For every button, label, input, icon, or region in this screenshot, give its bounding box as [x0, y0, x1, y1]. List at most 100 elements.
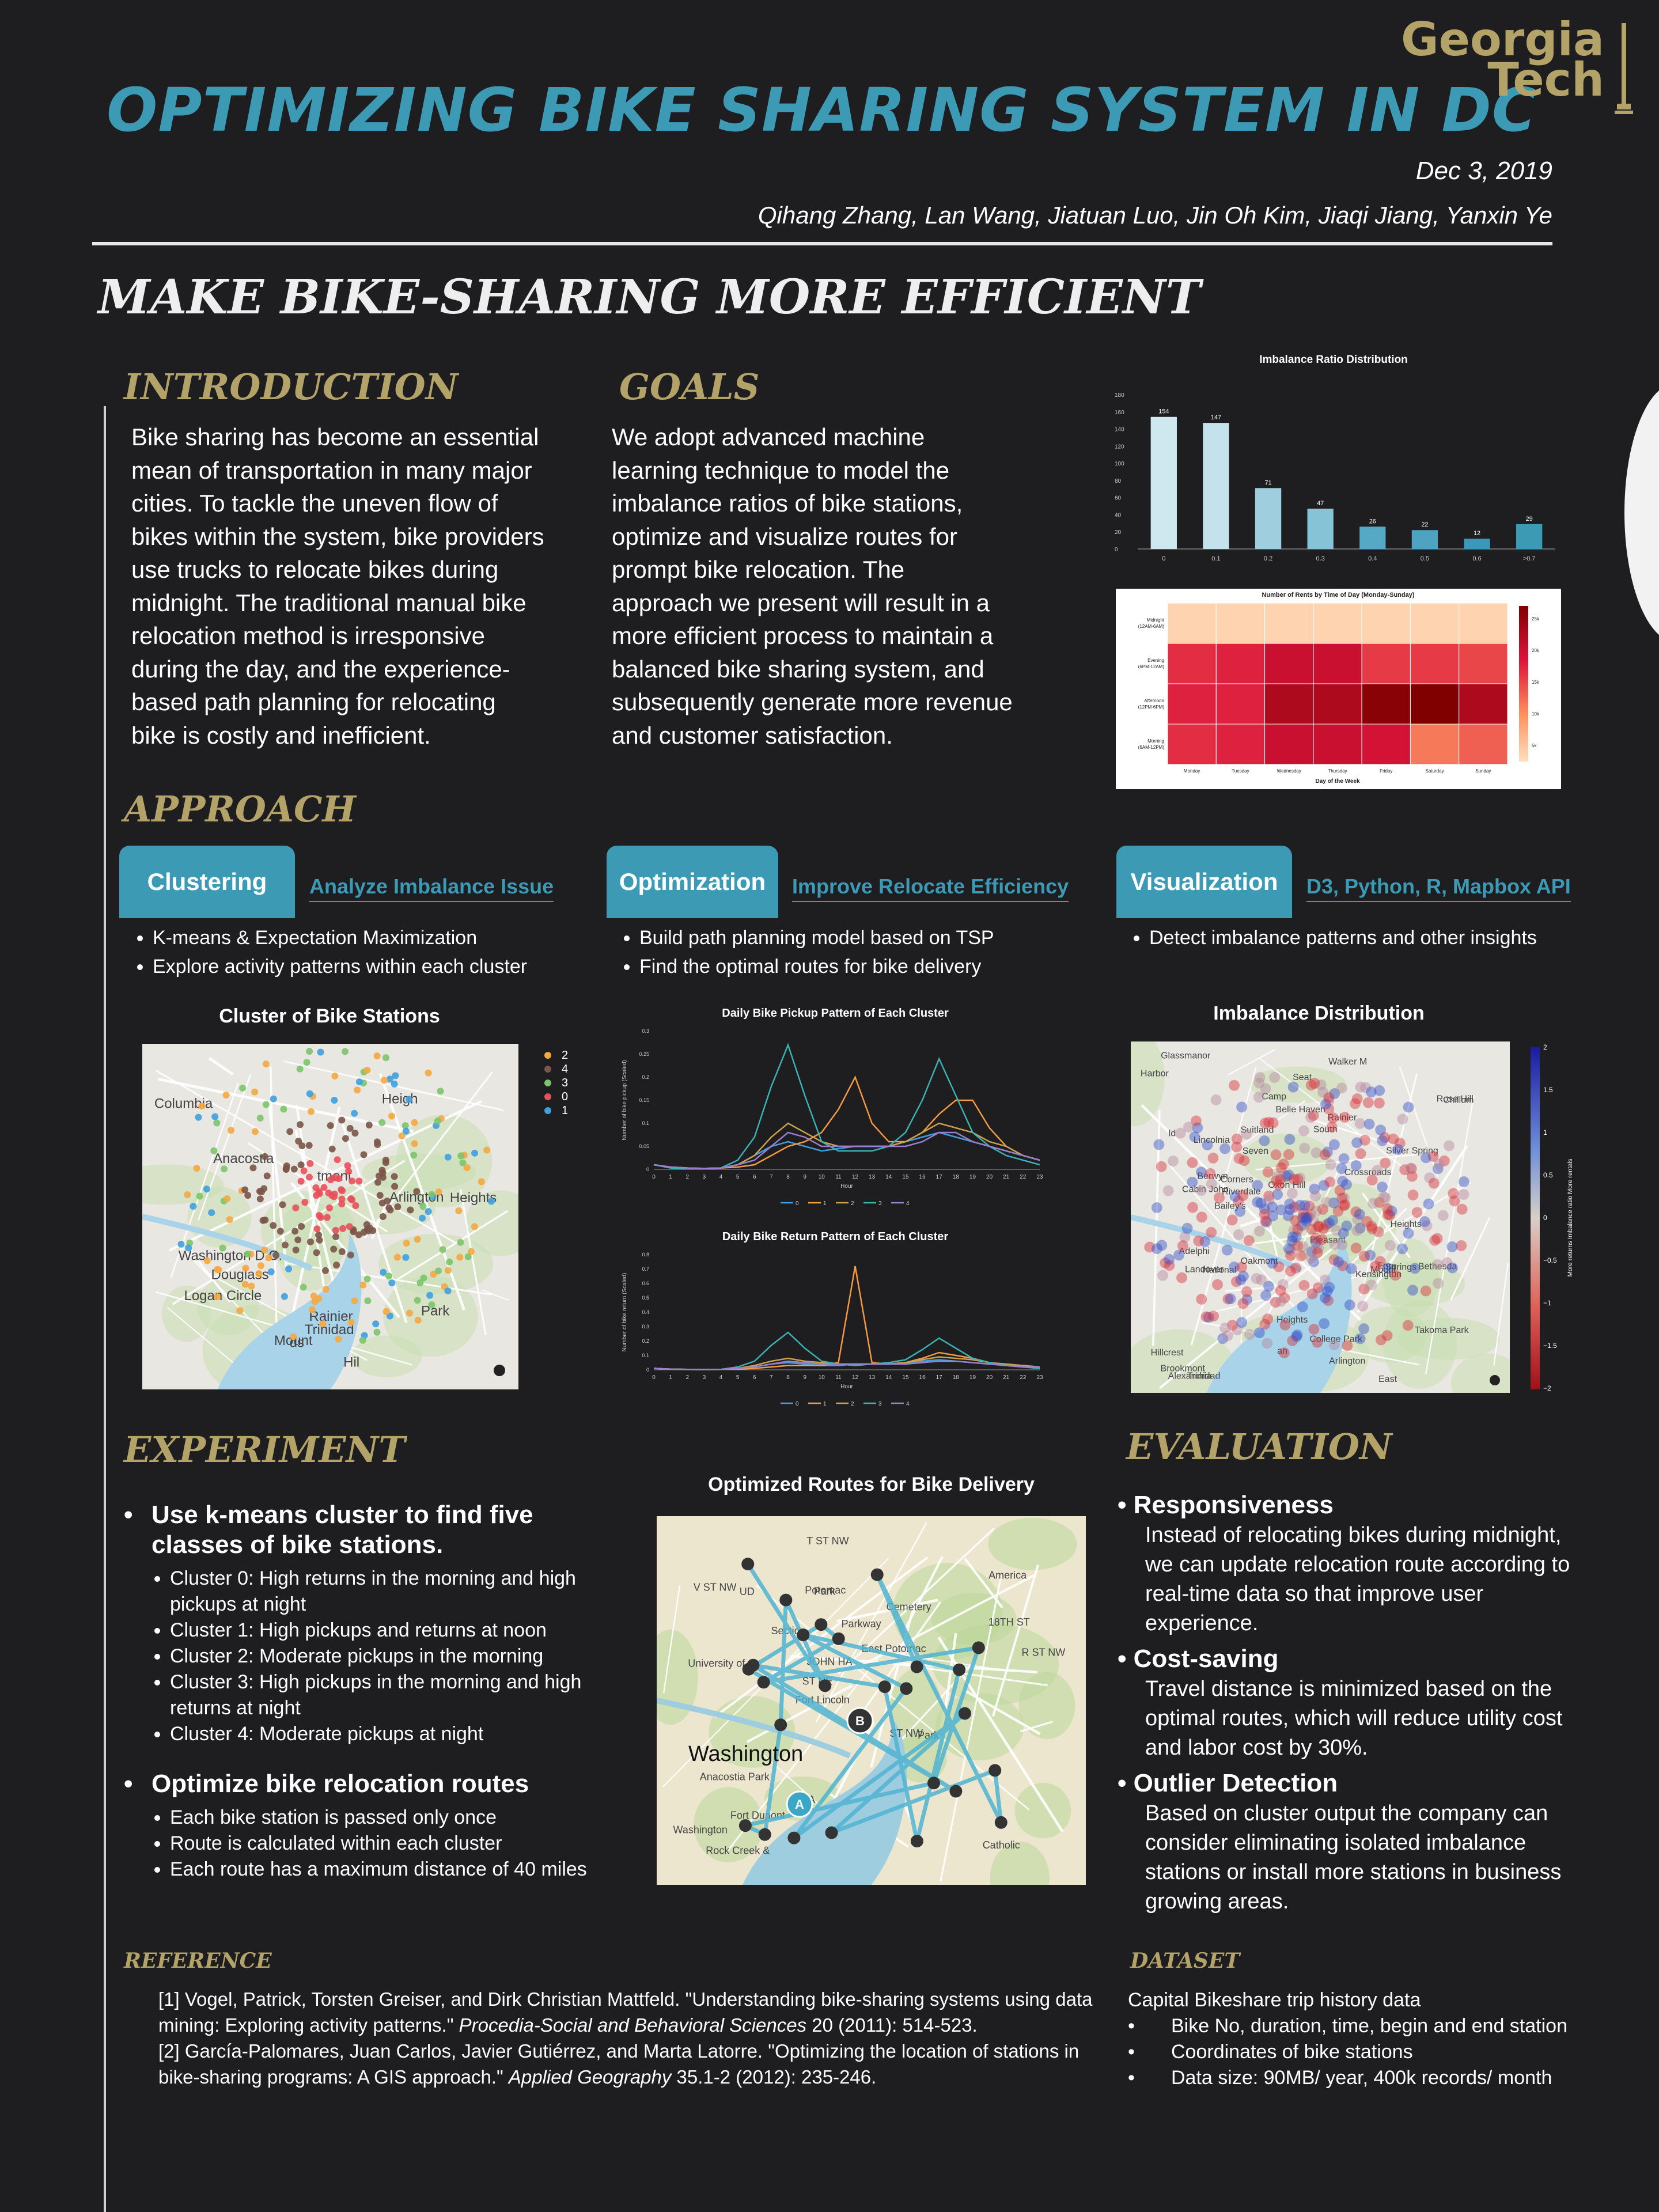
marker-pin [846, 1707, 874, 1734]
colorbar-tick: 2 [1543, 1044, 1547, 1051]
dataset-item: • Bike No, duration, time, begin and end … [1128, 2013, 1589, 2039]
station-point [1379, 1132, 1391, 1143]
station-point [1217, 1333, 1229, 1344]
station-marker [779, 1593, 793, 1607]
station-point [1187, 1157, 1198, 1168]
station-point [1252, 1196, 1263, 1208]
station-point [1380, 1192, 1391, 1203]
station-point [1354, 1222, 1366, 1234]
x-tick-label: 0.4 [1368, 555, 1377, 562]
station-point [346, 1124, 354, 1132]
station-point [1259, 1209, 1270, 1220]
station-point [1297, 1212, 1308, 1224]
station-point [1253, 1225, 1265, 1237]
station-point [1237, 1270, 1249, 1282]
approach-heading: APPROACH [124, 788, 356, 830]
station-point [321, 1267, 329, 1274]
x-tick-label: 5 [736, 1174, 740, 1180]
station-point [411, 1140, 418, 1147]
park-area [1242, 1133, 1332, 1185]
station-point [1259, 1319, 1271, 1330]
evaluation-item-text: Travel distance is minimized based on th… [1145, 1677, 1563, 1760]
road [1225, 1286, 1274, 1292]
bar-value-label: 22 [1421, 521, 1428, 528]
station-point [1297, 1301, 1308, 1313]
station-point [177, 1240, 185, 1248]
station-point [338, 1248, 346, 1255]
station-point [347, 1251, 354, 1259]
station-point [1319, 1318, 1330, 1330]
station-point [339, 1225, 347, 1232]
station-point [363, 1066, 371, 1074]
river-branch [142, 1214, 313, 1271]
tab-visualization[interactable]: Visualization [1116, 846, 1292, 918]
station-point [1298, 1279, 1310, 1291]
station-point [1407, 1285, 1418, 1296]
river-branch [1131, 1214, 1303, 1273]
station-point [1263, 1116, 1275, 1128]
cluster-map-title: Cluster of Bike Stations [219, 1005, 440, 1027]
station-point [351, 1297, 358, 1305]
station-marker [815, 1618, 828, 1631]
road [1450, 1217, 1491, 1300]
station-point [1363, 1118, 1375, 1130]
station-point [342, 1048, 349, 1055]
place-label: 18TH ST [988, 1616, 1030, 1628]
station-point [1254, 1071, 1266, 1083]
station-point [387, 1206, 394, 1214]
station-point [305, 1173, 313, 1181]
station-point [1226, 1320, 1238, 1331]
station-point [1292, 1173, 1304, 1185]
station-point [1272, 1189, 1283, 1200]
station-point [1350, 1243, 1362, 1254]
station-point [1315, 1079, 1327, 1090]
station-marker [988, 1764, 1002, 1777]
station-point [1260, 1290, 1272, 1301]
decorative-half-circle [1624, 383, 1659, 642]
station-point [335, 1175, 342, 1182]
station-marker [972, 1641, 985, 1654]
station-point [1341, 1220, 1353, 1232]
place-label: Suitland [1241, 1126, 1274, 1135]
station-point [1253, 1092, 1264, 1103]
place-label: Harbor [1141, 1069, 1169, 1078]
station-marker [797, 1628, 810, 1642]
station-marker [819, 1679, 832, 1692]
station-point [365, 1122, 373, 1129]
station-point [291, 1228, 299, 1235]
station-point [439, 1246, 446, 1253]
legend-label: 3 [878, 1200, 882, 1207]
station-point [1366, 1279, 1377, 1291]
bar-value-label: 12 [1474, 530, 1480, 537]
header-divider [92, 242, 1552, 245]
return-pattern-chart: Daily Bike Return Pattern of Each Cluste… [613, 1229, 1057, 1419]
station-point [196, 1192, 203, 1200]
station-point [1273, 1261, 1285, 1272]
heatmap-cell [1167, 724, 1217, 765]
colorbar-tick: −1 [1543, 1299, 1551, 1307]
x-tick-label: >0.7 [1523, 555, 1536, 562]
road [268, 1103, 288, 1268]
station-point [214, 1266, 221, 1273]
tab-clustering[interactable]: Clustering [119, 846, 295, 918]
station-point [1339, 1192, 1350, 1203]
station-point [1374, 1196, 1385, 1208]
station-point [331, 1097, 338, 1104]
station-point [1305, 1080, 1317, 1091]
station-point [1300, 1215, 1312, 1226]
tab-optimization[interactable]: Optimization [607, 846, 778, 918]
place-label: Mount [1370, 1265, 1396, 1275]
station-point [1241, 1128, 1252, 1140]
station-point [1432, 1259, 1444, 1270]
station-point [388, 1112, 396, 1120]
goals-heading: GOALS [619, 366, 760, 408]
station-point [298, 1222, 305, 1230]
route-rule: Each bike station is passed only once [170, 1805, 631, 1831]
chart-title: Daily Bike Pickup Pattern of Each Cluste… [722, 1007, 949, 1020]
station-point [1196, 1293, 1207, 1305]
station-point [1351, 1225, 1363, 1236]
station-point [258, 1188, 266, 1195]
authors: Qihang Zhang, Lan Wang, Jiatuan Luo, Jin… [757, 202, 1552, 229]
heatmap-cell [1410, 603, 1460, 644]
station-point [414, 1297, 421, 1304]
